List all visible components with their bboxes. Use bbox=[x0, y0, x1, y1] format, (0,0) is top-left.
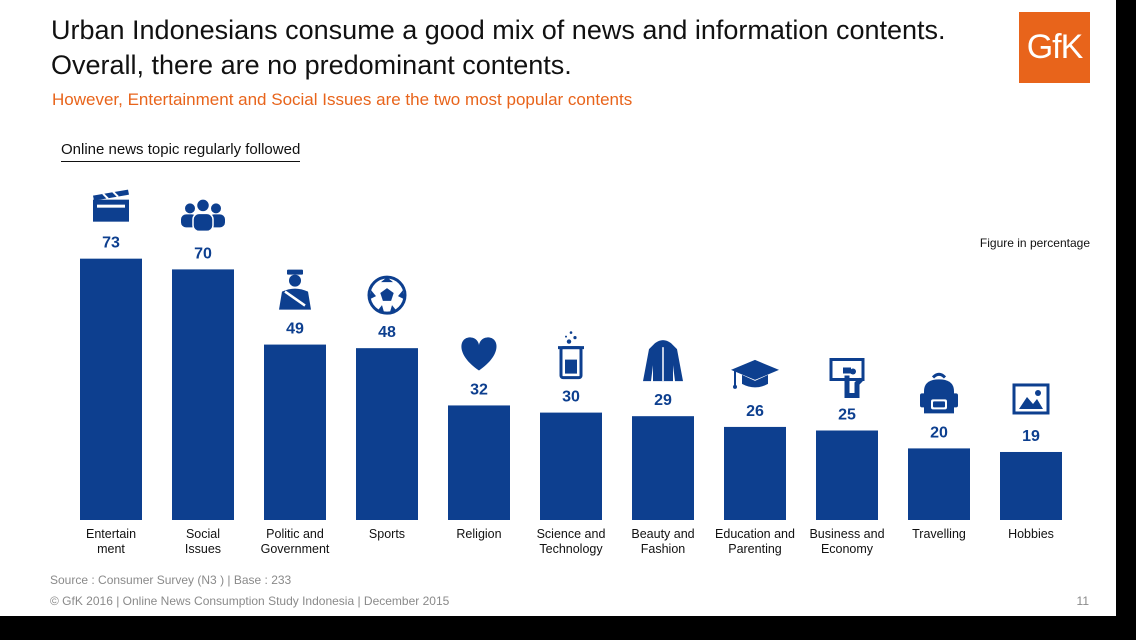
bar-7 bbox=[724, 426, 786, 520]
value-label-8: 25 bbox=[838, 407, 856, 424]
value-label-4: 32 bbox=[470, 381, 488, 398]
heart-icon bbox=[461, 337, 497, 371]
presentation-icon bbox=[829, 358, 865, 398]
copyright-footer: © GfK 2016 | Online News Consumption Stu… bbox=[50, 594, 450, 608]
people-group-icon bbox=[181, 198, 225, 233]
bar-2 bbox=[264, 344, 326, 520]
category-label-9: Travelling bbox=[912, 527, 966, 541]
category-label-7: Education and Parenting bbox=[715, 527, 795, 556]
jacket-icon bbox=[643, 340, 683, 382]
category-label-6: Beauty and Fashion bbox=[631, 527, 695, 556]
graduation-cap-icon bbox=[731, 359, 779, 389]
category-label-4: Religion bbox=[456, 527, 502, 541]
page-number: 11 bbox=[1076, 594, 1089, 608]
value-label-10: 19 bbox=[1022, 428, 1040, 445]
soccer-ball-icon bbox=[367, 275, 407, 315]
chart-title: Online news topic regularly followed bbox=[61, 141, 301, 162]
bar-8 bbox=[816, 430, 878, 520]
category-label-3: Sports bbox=[368, 527, 406, 541]
slide: Urban Indonesians consume a good mix of … bbox=[0, 0, 1116, 616]
page-title: Urban Indonesians consume a good mix of … bbox=[51, 13, 991, 83]
bar-0 bbox=[80, 258, 142, 520]
category-label-1: Social Issues bbox=[184, 527, 222, 556]
bar-3 bbox=[356, 348, 418, 520]
bar-10 bbox=[1000, 451, 1062, 520]
title-line-2: Overall, there are no predominant conten… bbox=[51, 50, 572, 80]
category-label-2: Politic and Government bbox=[260, 527, 330, 556]
value-label-9: 20 bbox=[930, 424, 948, 441]
bar-9 bbox=[908, 448, 970, 520]
source-note: Source : Consumer Survey (N3 ) | Base : … bbox=[50, 573, 292, 587]
bar-1 bbox=[172, 269, 234, 520]
category-label-5: Science and Technology bbox=[536, 527, 606, 556]
figure-note: Figure in percentage bbox=[979, 236, 1090, 250]
value-label-6: 29 bbox=[654, 392, 672, 409]
value-label-1: 70 bbox=[194, 245, 212, 262]
policeman-icon bbox=[279, 269, 311, 310]
category-label-10: Hobbies bbox=[1008, 527, 1054, 541]
bar-chart: 73 70 49 48 32 30 29 26 25 20 19 bbox=[80, 189, 1062, 520]
value-label-5: 30 bbox=[562, 389, 580, 406]
category-label-0: Entertain ment bbox=[85, 527, 137, 556]
category-label-8: Business and Economy bbox=[809, 527, 885, 556]
bar-5 bbox=[540, 412, 602, 520]
page-subtitle: However, Entertainment and Social Issues… bbox=[52, 90, 633, 109]
value-label-2: 49 bbox=[286, 321, 304, 338]
value-label-7: 26 bbox=[746, 403, 764, 420]
beaker-icon bbox=[558, 331, 584, 380]
value-label-3: 48 bbox=[378, 324, 396, 341]
bar-6 bbox=[632, 416, 694, 520]
clapperboard-icon bbox=[93, 189, 129, 222]
value-label-0: 73 bbox=[102, 235, 120, 252]
backpack-icon bbox=[920, 372, 958, 414]
picture-icon bbox=[1012, 383, 1050, 415]
bar-4 bbox=[448, 405, 510, 520]
title-line-1: Urban Indonesians consume a good mix of … bbox=[51, 15, 946, 45]
gfk-logo: GfK bbox=[1019, 12, 1090, 83]
